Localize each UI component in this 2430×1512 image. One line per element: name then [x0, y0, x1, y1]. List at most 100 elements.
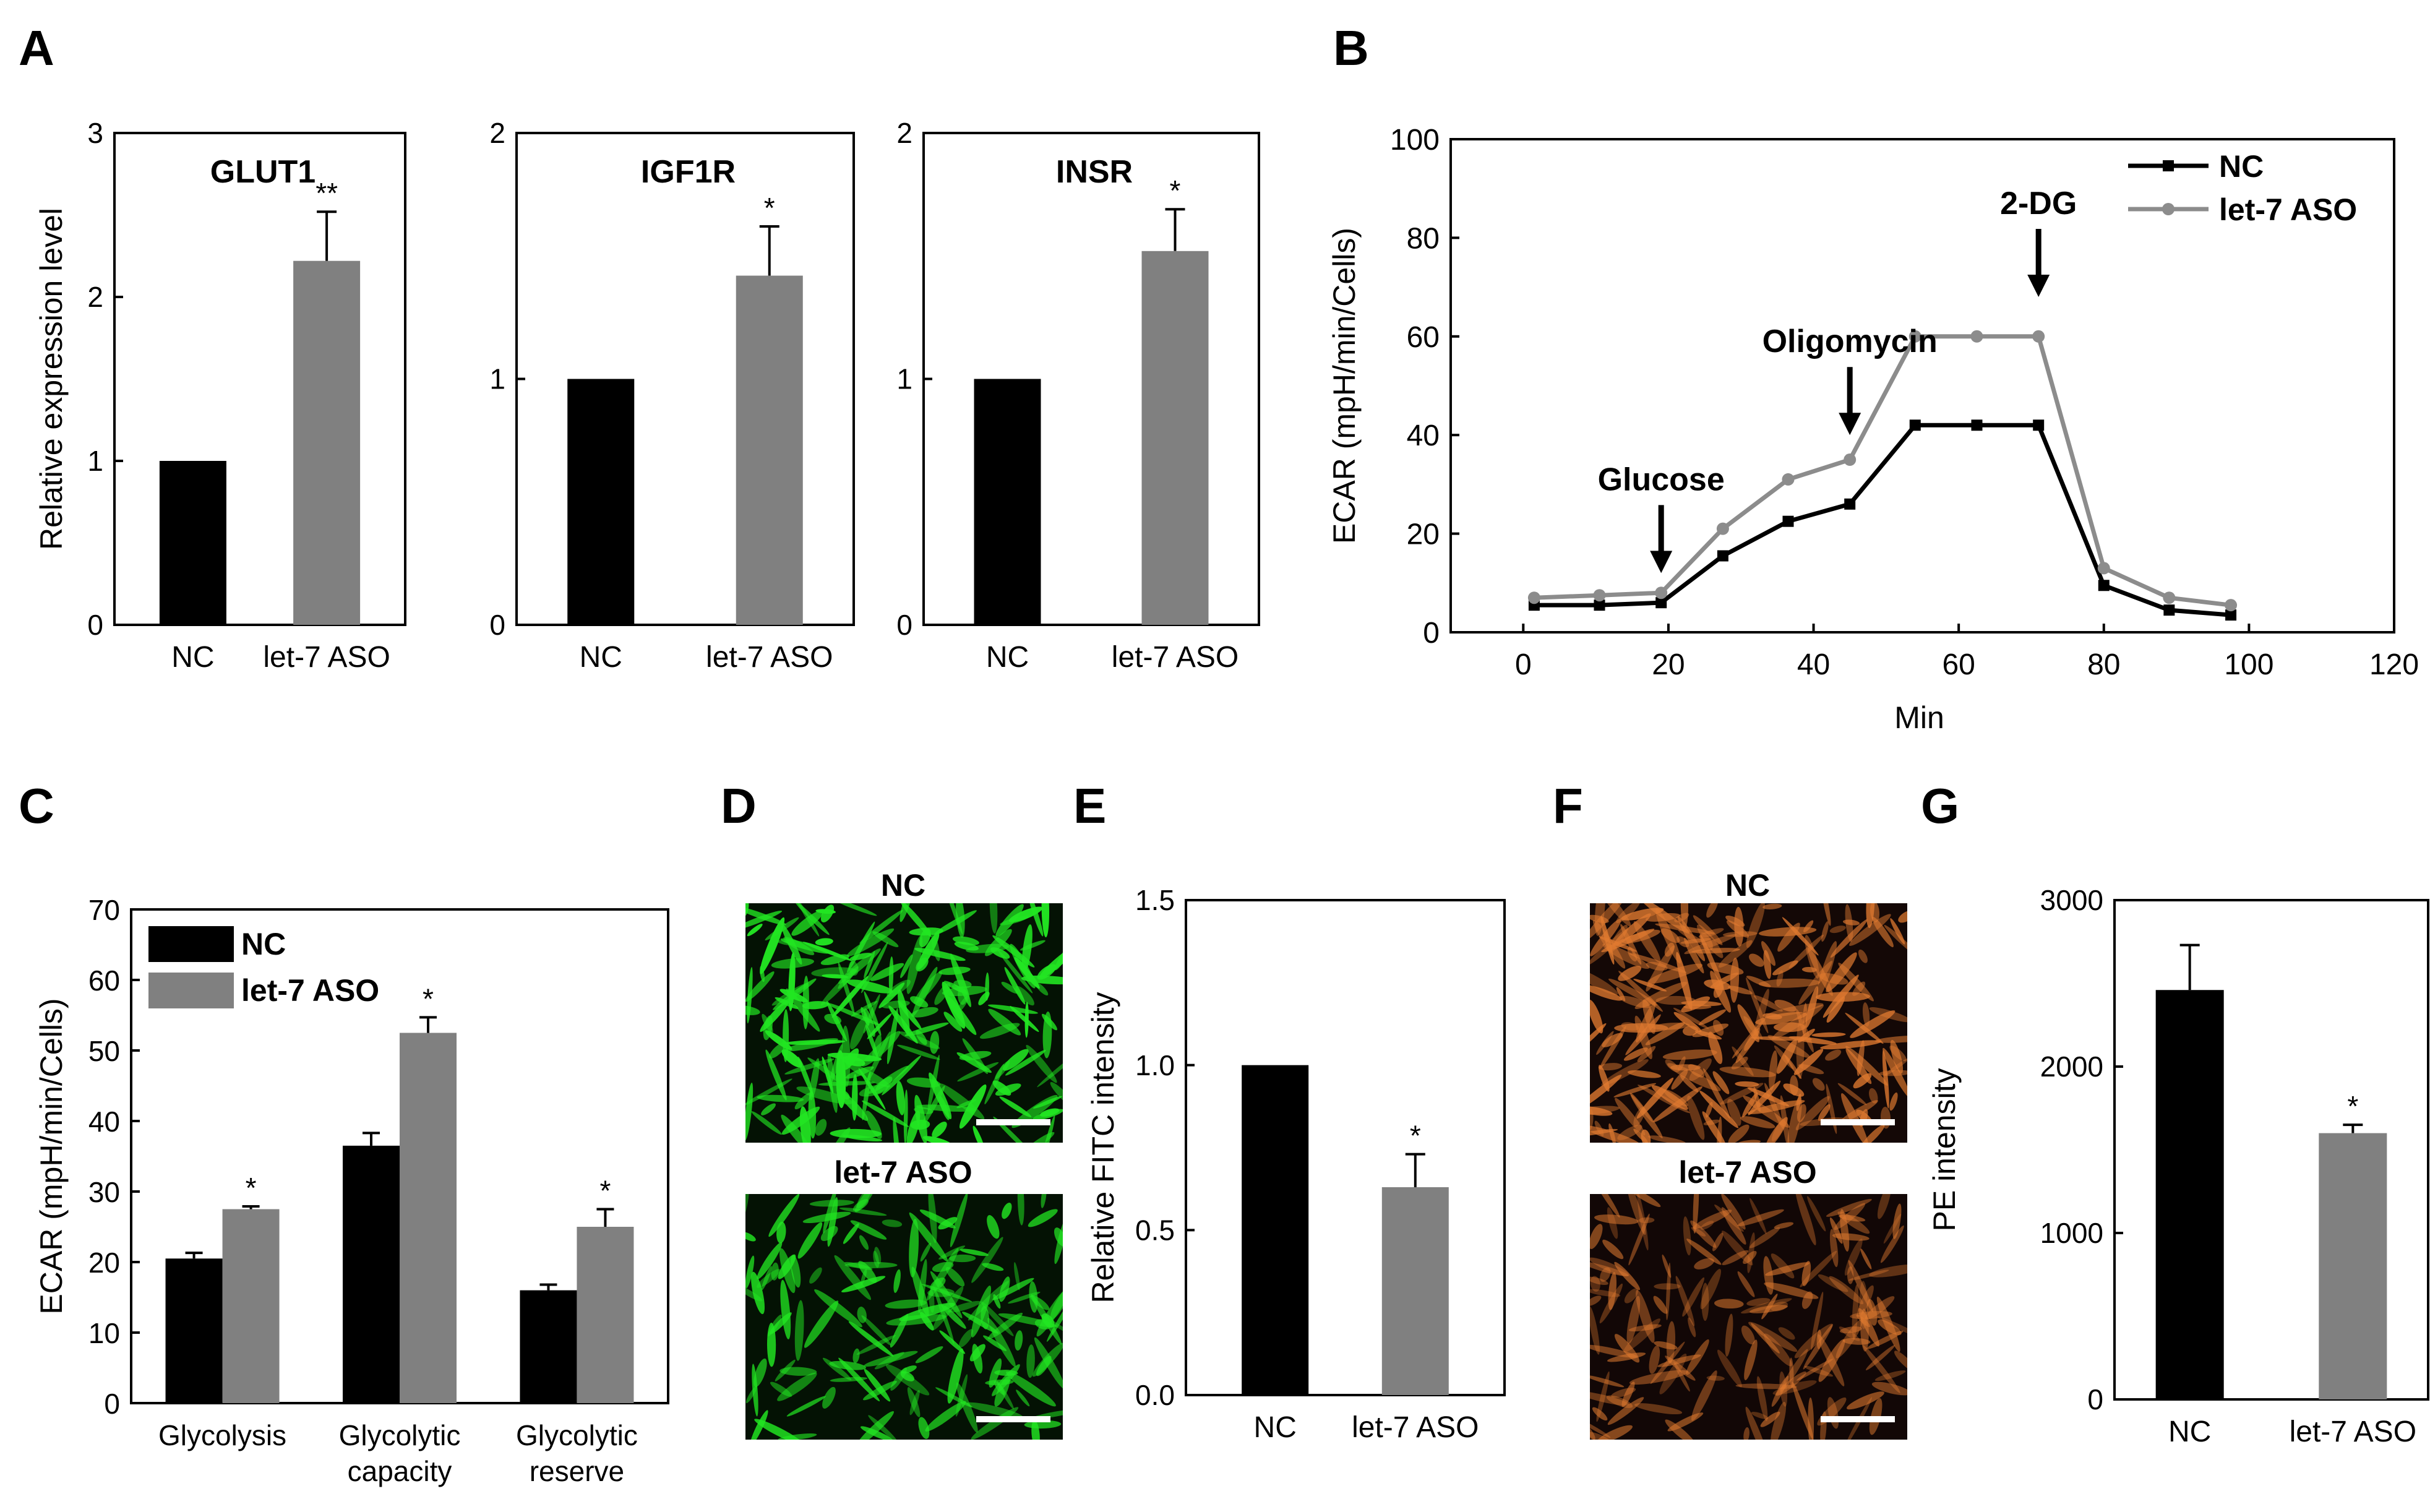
x-tick-label: 0: [1515, 648, 1532, 681]
series-line-nc: [1534, 423, 2231, 617]
plot-frame: [922, 132, 1260, 626]
legend-label: NC: [2219, 149, 2264, 184]
y-tick-label: 40: [1407, 419, 1440, 452]
bar-let7-aso: [293, 260, 361, 625]
y-tick-label: 2: [896, 117, 912, 149]
data-point-nc: [1782, 515, 1794, 527]
y-tick-label: 0: [2087, 1383, 2103, 1415]
panel-d-top-label: NC: [881, 868, 925, 903]
x-tick-label: NC: [1254, 1411, 1297, 1444]
annotation-arrowhead: [2027, 275, 2050, 298]
plot-frame: [2113, 899, 2429, 1401]
micrograph-d-nc: [745, 903, 1063, 1143]
significance-marker: *: [246, 1172, 257, 1204]
x-tick-label: 80: [2087, 648, 2120, 681]
panel-f-bottom-label: let-7 ASO: [1678, 1155, 1816, 1190]
x-tick-label: let-7 ASO: [1352, 1411, 1479, 1444]
legend-marker: [2163, 160, 2174, 171]
data-point-nc: [2033, 419, 2045, 431]
x-tick-label: let-7 ASO: [2290, 1415, 2416, 1448]
data-point-let7-aso: [1908, 330, 1921, 343]
data-point-nc: [2098, 580, 2110, 591]
scale-bar: [976, 1416, 1050, 1422]
data-point-let7-aso: [1527, 591, 1540, 604]
y-axis-label: Relative FITC intensity: [1086, 992, 1120, 1304]
data-point-let7-aso: [1970, 330, 1983, 343]
plot-frame: [1185, 899, 1506, 1396]
significance-marker: *: [423, 982, 434, 1015]
legend-label: NC: [241, 927, 286, 961]
y-tick-label: 1: [896, 363, 912, 395]
y-tick-label: 0: [1423, 617, 1440, 650]
x-tick-label: let-7 ASO: [263, 641, 390, 674]
bar-let7-aso: [400, 1033, 457, 1403]
data-point-nc: [2163, 604, 2175, 616]
y-axis-label: ECAR (mpH/min/Cells): [1327, 228, 1362, 544]
y-tick-label: 0: [87, 609, 103, 641]
x-tick-label: Glycolysis: [158, 1419, 286, 1451]
x-tick-label: 120: [2369, 648, 2419, 681]
significance-marker: *: [1170, 174, 1181, 207]
bar-nc: [2155, 990, 2224, 1399]
data-point-nc: [1717, 550, 1728, 562]
data-point-let7-aso: [2163, 591, 2176, 604]
significance-marker: *: [764, 192, 775, 224]
y-tick-label: 1.0: [1135, 1049, 1175, 1081]
bar-nc: [567, 379, 635, 625]
y-tick-label: 1000: [2040, 1217, 2103, 1249]
x-tick-label: NC: [2168, 1415, 2211, 1448]
bar-let7-aso: [1381, 1187, 1449, 1395]
panel-letter-d: D: [721, 778, 757, 833]
chart-igf1r: 0 1 2 NC let-7 ASO * IGF1R: [489, 117, 855, 674]
panel-letter-e: E: [1073, 778, 1106, 833]
chart-insr: 0 1 2 NC let-7 ASO * INSR: [896, 117, 1260, 674]
y-tick-label: 10: [88, 1317, 120, 1349]
chart-title: IGF1R: [641, 154, 736, 190]
chart-ecar-timecourse: 0 20 40 60 80 100 0 20 40 60 80 100 120 Min ECAR (mpH/…: [1327, 124, 2419, 735]
data-point-let7-aso: [2097, 562, 2110, 575]
data-point-nc: [1594, 599, 1605, 611]
data-point-let7-aso: [2225, 599, 2238, 612]
y-axis-label: Relative expression level: [34, 208, 69, 550]
x-tick-label: Glycolytic reserve: [516, 1419, 638, 1487]
bar-let7-aso: [2319, 1133, 2387, 1399]
y-tick-label: 1.5: [1135, 884, 1175, 916]
x-tick-label: let-7 ASO: [706, 641, 833, 674]
legend-swatch: [148, 973, 234, 1008]
y-tick-label: 2: [87, 281, 103, 313]
significance-marker: *: [1410, 1120, 1421, 1152]
scale-bar: [1821, 1119, 1895, 1125]
data-point-let7-aso: [1782, 473, 1795, 486]
y-tick-label: 0: [896, 609, 912, 641]
annotation-arrowhead: [1650, 551, 1673, 573]
y-tick-label: 60: [1407, 321, 1440, 354]
panel-letter-c: C: [19, 778, 54, 833]
y-tick-label: 70: [88, 894, 120, 926]
significance-marker: *: [599, 1175, 611, 1207]
y-axis-label: ECAR (mpH/min/Cells): [34, 998, 69, 1314]
x-tick-label: 60: [1942, 648, 1975, 681]
x-tick-label: NC: [171, 641, 214, 674]
y-tick-label: 20: [1407, 518, 1440, 551]
data-point-let7-aso: [1844, 453, 1857, 466]
plot-frame: [113, 132, 406, 626]
bar-nc: [159, 461, 226, 625]
x-tick-label: 20: [1652, 648, 1685, 681]
y-axis-label: PE intensity: [1927, 1068, 1962, 1231]
series-line-let7-aso: [1534, 334, 2231, 608]
chart-title: GLUT1: [210, 154, 316, 190]
bar-nc: [520, 1290, 577, 1403]
x-axis-label: Min: [1894, 700, 1944, 735]
legend-label: let-7 ASO: [2219, 192, 2357, 227]
y-tick-label: 40: [88, 1106, 120, 1138]
micrograph-f-nc: [1590, 903, 1907, 1143]
data-point-let7-aso: [1655, 586, 1668, 599]
y-tick-label: 1: [87, 445, 103, 477]
bar-let7-aso: [222, 1209, 280, 1403]
chart-ecar-grouped: 0 10 20 30 40 50 60 70 ECAR (mpH/min/Cells) * Glyc…: [34, 894, 669, 1487]
y-tick-label: 100: [1390, 124, 1440, 157]
y-tick-label: 3000: [2040, 884, 2103, 916]
y-tick-label: 60: [88, 964, 120, 997]
bar-nc: [974, 379, 1041, 625]
